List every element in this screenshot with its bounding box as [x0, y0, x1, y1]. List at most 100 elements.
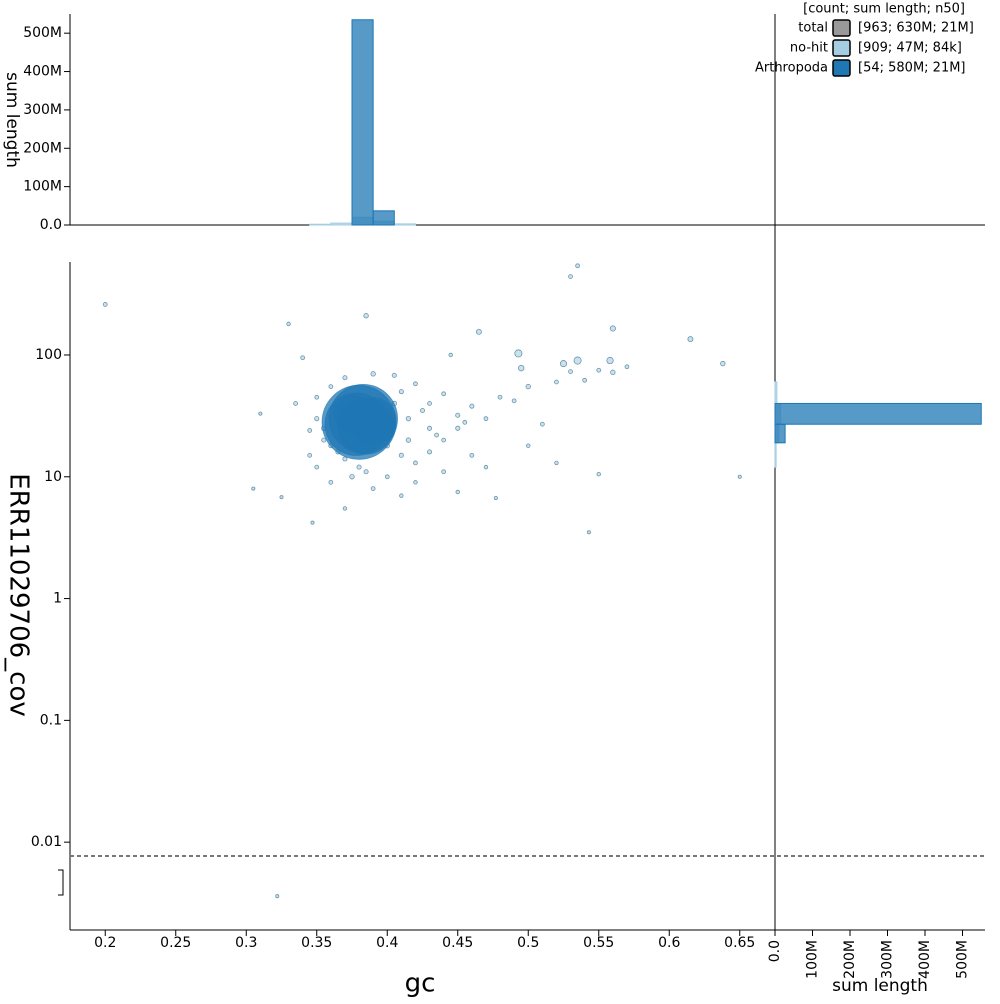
- x-tick-label: 200M: [842, 940, 858, 979]
- y-axis-title: ERR11029706_cov: [4, 473, 34, 716]
- point: [469, 452, 475, 458]
- point: [737, 474, 742, 479]
- point: [596, 367, 602, 373]
- x-tick-label: 0.45: [442, 935, 473, 951]
- x-tick-label: 0.4: [376, 935, 398, 951]
- point: [511, 398, 517, 404]
- y-tick-label: 300M: [23, 102, 62, 118]
- point: [398, 389, 404, 395]
- legend-swatch: [832, 39, 851, 57]
- point: [518, 364, 525, 372]
- y-tick-label: 400M: [23, 64, 62, 80]
- point: [275, 894, 280, 899]
- point: [307, 428, 313, 433]
- point: [427, 401, 432, 406]
- point: [455, 489, 460, 495]
- x-tick-label: 0.2: [94, 935, 116, 951]
- hist-bar: [774, 442, 777, 468]
- hist-bar: [774, 423, 786, 444]
- y-tick-label: 100M: [23, 179, 62, 195]
- point: [483, 416, 489, 422]
- point: [559, 360, 568, 368]
- point: [469, 403, 475, 409]
- hist-bar: [774, 402, 982, 425]
- point: [279, 495, 284, 500]
- point: [441, 437, 447, 443]
- point: [378, 415, 396, 433]
- point: [575, 263, 580, 269]
- point: [483, 464, 489, 470]
- point: [258, 411, 263, 416]
- point: [720, 360, 726, 367]
- point: [333, 395, 371, 433]
- point: [554, 379, 559, 385]
- point: [687, 336, 694, 343]
- point: [413, 381, 418, 387]
- point: [356, 464, 362, 470]
- point: [102, 302, 108, 307]
- y-tick-label: 10: [44, 469, 62, 485]
- legend-label: [963; 630M; 21M]: [858, 21, 974, 36]
- point: [286, 321, 291, 327]
- legend-name: no-hit: [790, 41, 828, 56]
- point: [399, 493, 404, 498]
- point: [328, 479, 334, 485]
- point: [434, 432, 439, 438]
- point: [328, 384, 334, 389]
- point: [391, 372, 397, 378]
- x-tick-label: 0.6: [658, 935, 680, 951]
- point: [398, 452, 404, 458]
- x-tick-label: 0.0: [767, 940, 783, 962]
- legend-name: Arthropoda: [755, 61, 828, 76]
- point: [525, 383, 531, 390]
- point: [455, 425, 461, 431]
- y-tick-label: 500M: [23, 25, 62, 41]
- y-tick-label: 100: [35, 347, 62, 363]
- hist-bar: [372, 210, 395, 226]
- x-tick-label: 0.5: [517, 935, 539, 951]
- x-tick-label: 0.3: [235, 935, 257, 951]
- point: [497, 394, 503, 400]
- point: [405, 415, 412, 422]
- zero-bracket: [58, 869, 64, 896]
- y-tick-label: 0.01: [31, 834, 62, 850]
- point: [610, 369, 616, 376]
- point: [568, 369, 573, 375]
- point: [419, 407, 426, 414]
- point: [586, 530, 591, 535]
- x-tick-label: 100M: [805, 940, 821, 979]
- point: [582, 377, 588, 383]
- x-axis-title: gc: [405, 969, 436, 999]
- point: [321, 437, 327, 443]
- point: [363, 313, 369, 319]
- point: [624, 364, 630, 370]
- point: [342, 375, 348, 381]
- hist-bar: [393, 223, 416, 226]
- point: [539, 421, 545, 427]
- y-tick-label: 200M: [23, 140, 62, 156]
- x-tick-label: 500M: [955, 940, 971, 979]
- y-tick-label: 0.1: [40, 712, 62, 728]
- point: [300, 355, 306, 361]
- hist-bar: [330, 222, 353, 226]
- point: [441, 391, 447, 397]
- legend-swatch: [832, 19, 851, 37]
- point: [455, 412, 461, 418]
- point: [475, 328, 482, 335]
- point: [307, 452, 313, 458]
- legend-label: [54; 580M; 21M]: [858, 61, 966, 76]
- x-tick-label: 400M: [917, 940, 933, 979]
- point: [314, 416, 320, 422]
- point: [363, 469, 369, 475]
- legend-name: total: [798, 21, 828, 36]
- legend-label: [909; 47M; 84k]: [858, 41, 962, 56]
- point: [370, 371, 376, 377]
- point: [413, 480, 418, 485]
- point: [441, 469, 447, 475]
- right-hist-axis-title: sum length: [832, 976, 928, 996]
- point: [314, 464, 320, 470]
- hist-bar: [309, 223, 332, 226]
- point: [342, 506, 348, 511]
- x-tick-label: 0.65: [724, 935, 755, 951]
